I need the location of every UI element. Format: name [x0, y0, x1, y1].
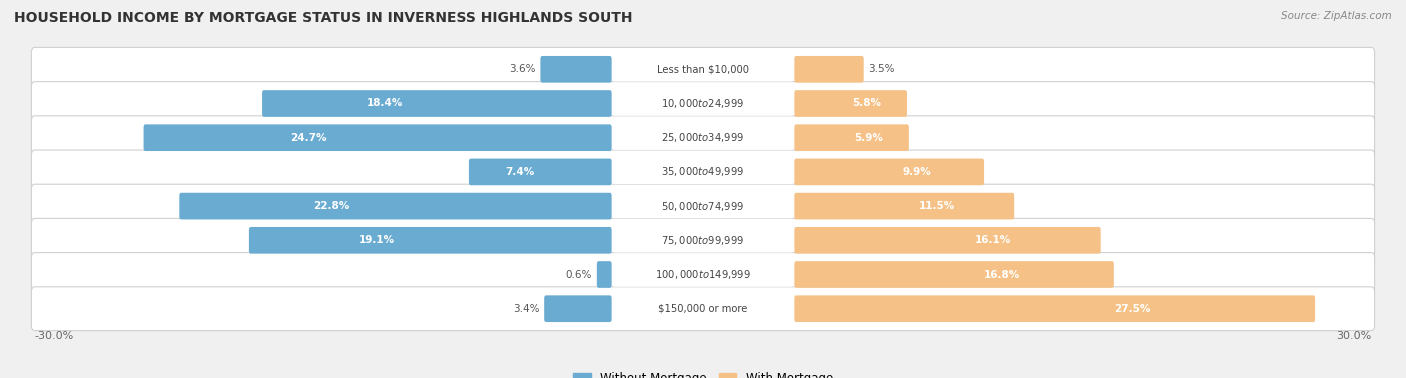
- FancyBboxPatch shape: [613, 262, 793, 287]
- FancyBboxPatch shape: [180, 193, 612, 220]
- FancyBboxPatch shape: [613, 228, 793, 253]
- Text: Source: ZipAtlas.com: Source: ZipAtlas.com: [1281, 11, 1392, 21]
- Text: -30.0%: -30.0%: [35, 331, 75, 341]
- Text: 3.4%: 3.4%: [513, 304, 540, 314]
- Text: 0.6%: 0.6%: [565, 270, 592, 279]
- Text: 16.1%: 16.1%: [974, 235, 1011, 245]
- FancyBboxPatch shape: [31, 82, 1375, 125]
- Text: 27.5%: 27.5%: [1114, 304, 1150, 314]
- FancyBboxPatch shape: [544, 295, 612, 322]
- FancyBboxPatch shape: [262, 90, 612, 117]
- Text: 24.7%: 24.7%: [290, 133, 326, 143]
- Text: $10,000 to $24,999: $10,000 to $24,999: [661, 97, 745, 110]
- Text: 18.4%: 18.4%: [367, 99, 404, 108]
- FancyBboxPatch shape: [613, 194, 793, 218]
- FancyBboxPatch shape: [470, 158, 612, 185]
- Text: $150,000 or more: $150,000 or more: [658, 304, 748, 314]
- Text: 3.6%: 3.6%: [509, 64, 536, 74]
- Text: Less than $10,000: Less than $10,000: [657, 64, 749, 74]
- FancyBboxPatch shape: [613, 160, 793, 184]
- Text: $35,000 to $49,999: $35,000 to $49,999: [661, 166, 745, 178]
- Legend: Without Mortgage, With Mortgage: Without Mortgage, With Mortgage: [568, 367, 838, 378]
- Text: $25,000 to $34,999: $25,000 to $34,999: [661, 131, 745, 144]
- FancyBboxPatch shape: [31, 218, 1375, 262]
- Text: 5.9%: 5.9%: [853, 133, 883, 143]
- Text: HOUSEHOLD INCOME BY MORTGAGE STATUS IN INVERNESS HIGHLANDS SOUTH: HOUSEHOLD INCOME BY MORTGAGE STATUS IN I…: [14, 11, 633, 25]
- FancyBboxPatch shape: [31, 184, 1375, 228]
- FancyBboxPatch shape: [249, 227, 612, 254]
- Text: 5.8%: 5.8%: [852, 99, 882, 108]
- FancyBboxPatch shape: [31, 287, 1375, 331]
- Text: $50,000 to $74,999: $50,000 to $74,999: [661, 200, 745, 212]
- Text: 19.1%: 19.1%: [359, 235, 395, 245]
- FancyBboxPatch shape: [613, 125, 793, 150]
- FancyBboxPatch shape: [613, 91, 793, 116]
- FancyBboxPatch shape: [143, 124, 612, 151]
- Text: 9.9%: 9.9%: [903, 167, 932, 177]
- Text: $75,000 to $99,999: $75,000 to $99,999: [661, 234, 745, 247]
- Text: 30.0%: 30.0%: [1336, 331, 1371, 341]
- FancyBboxPatch shape: [613, 57, 793, 82]
- FancyBboxPatch shape: [540, 56, 612, 83]
- FancyBboxPatch shape: [31, 150, 1375, 194]
- FancyBboxPatch shape: [613, 296, 793, 321]
- FancyBboxPatch shape: [31, 116, 1375, 160]
- Text: 11.5%: 11.5%: [918, 201, 955, 211]
- FancyBboxPatch shape: [794, 227, 1101, 254]
- FancyBboxPatch shape: [794, 193, 1014, 220]
- Text: 3.5%: 3.5%: [869, 64, 896, 74]
- Text: 16.8%: 16.8%: [983, 270, 1019, 279]
- FancyBboxPatch shape: [794, 124, 908, 151]
- FancyBboxPatch shape: [794, 56, 863, 83]
- FancyBboxPatch shape: [596, 261, 612, 288]
- FancyBboxPatch shape: [794, 261, 1114, 288]
- FancyBboxPatch shape: [794, 90, 907, 117]
- FancyBboxPatch shape: [794, 295, 1315, 322]
- Text: 7.4%: 7.4%: [505, 167, 534, 177]
- FancyBboxPatch shape: [31, 253, 1375, 296]
- Text: $100,000 to $149,999: $100,000 to $149,999: [655, 268, 751, 281]
- FancyBboxPatch shape: [794, 158, 984, 185]
- FancyBboxPatch shape: [31, 47, 1375, 91]
- Text: 22.8%: 22.8%: [314, 201, 349, 211]
